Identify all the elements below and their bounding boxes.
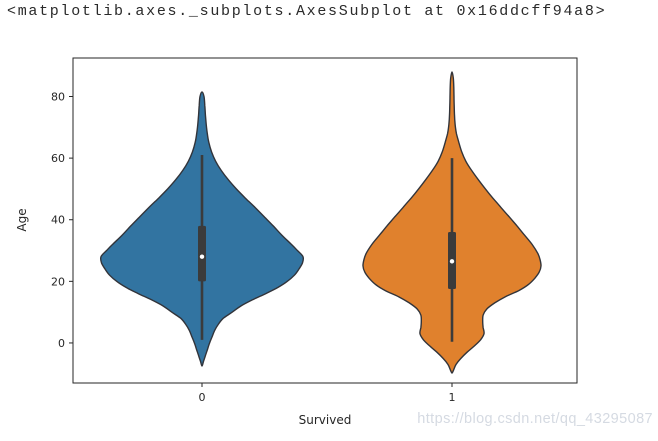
axes-spines xyxy=(72,57,578,384)
y-tick-label-80: 80 xyxy=(51,91,65,104)
y-tick-label-0: 0 xyxy=(58,337,65,350)
ticks-layer: 0 20 40 60 80 0 1 xyxy=(51,91,456,404)
median-dot-survived-0 xyxy=(199,254,205,259)
x-tick-label-0: 0 xyxy=(199,391,206,404)
csdn-watermark: https://blog.csdn.net/qq_43295087 xyxy=(417,411,653,427)
y-tick-label-60: 60 xyxy=(51,152,65,165)
y-tick-label-20: 20 xyxy=(51,275,65,288)
axes-repr-text: <matplotlib.axes._subplots.AxesSubplot a… xyxy=(7,3,607,20)
x-tick-label-1: 1 xyxy=(449,391,456,404)
median-dot-survived-1 xyxy=(449,259,455,264)
violins-layer xyxy=(99,71,542,374)
iqr-box-survived-0 xyxy=(198,225,206,282)
y-axis-label: Age xyxy=(15,208,29,231)
y-tick-label-40: 40 xyxy=(51,214,65,227)
x-axis-label: Survived xyxy=(299,413,352,427)
axes: 0 20 40 60 80 0 1 Survived Age xyxy=(15,57,578,427)
